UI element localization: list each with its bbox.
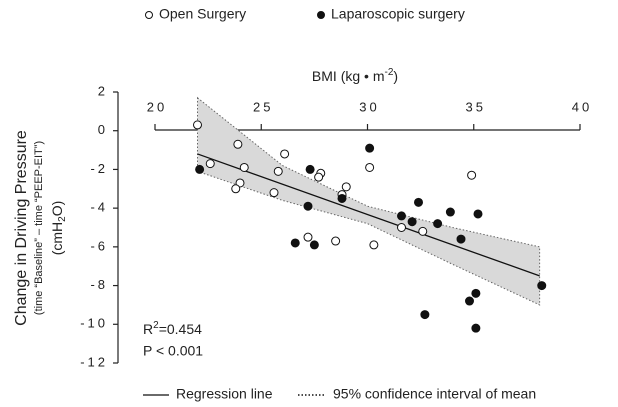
- point: [365, 143, 375, 153]
- p-value: P < 0.001: [143, 343, 203, 359]
- point: [341, 182, 351, 192]
- point: [309, 240, 319, 250]
- point: [418, 226, 428, 236]
- y-tick-label: -12: [80, 354, 108, 369]
- legend-marker: [317, 11, 325, 19]
- r-squared: R2=0.454: [143, 320, 202, 337]
- x-tick-label: 30: [359, 99, 379, 114]
- point: [471, 288, 481, 298]
- point: [397, 223, 406, 232]
- y-tick-label: 0: [98, 122, 108, 137]
- point: [290, 238, 300, 248]
- x-tick-label: 40: [572, 99, 592, 114]
- y-tick-label: -6: [90, 238, 108, 253]
- y-tick-label: -8: [90, 277, 108, 292]
- y-axis-sublabel: (time “Baseline” – time “PEEP-EIT”): [33, 141, 45, 315]
- point: [193, 120, 202, 130]
- point: [365, 162, 375, 172]
- point: [331, 236, 341, 246]
- point: [314, 172, 324, 182]
- y-unit-part: (cmH: [49, 222, 65, 255]
- y-tick-label: -4: [90, 200, 108, 215]
- point: [407, 217, 417, 227]
- point: [305, 164, 315, 174]
- x-axis-label: BMI (kg • m-2): [312, 67, 398, 84]
- point: [337, 193, 347, 203]
- x-label-part: ): [393, 68, 398, 84]
- legend-label: 95% confidence interval of mean: [333, 386, 536, 402]
- point: [195, 164, 205, 174]
- point: [269, 188, 279, 198]
- y-tick-label: -10: [80, 316, 108, 331]
- point: [537, 281, 547, 291]
- legend-label: Laparoscopic surgery: [331, 6, 465, 22]
- point: [233, 139, 243, 149]
- point: [303, 232, 313, 242]
- ann-part: R: [143, 321, 153, 337]
- regression-line: [197, 153, 540, 277]
- point: [303, 201, 313, 211]
- point: [420, 310, 430, 320]
- ann-sup: 2: [153, 320, 159, 331]
- ann-part: =0.454: [159, 321, 202, 337]
- legend-label: Regression line: [176, 386, 273, 402]
- x-label-part: BMI (kg • m: [312, 68, 385, 84]
- y-unit-part: O): [49, 201, 65, 217]
- point: [239, 162, 249, 172]
- confidence-band: [197, 96, 541, 306]
- point: [467, 170, 477, 180]
- point: [471, 323, 481, 333]
- y-axis-label: Change in Driving Pressure: [13, 130, 30, 326]
- point: [397, 211, 406, 221]
- y-tick-label: -2: [90, 161, 108, 176]
- point: [280, 149, 290, 159]
- y-label: Change in Driving Pressure (time “Baseli…: [13, 130, 67, 326]
- y-axis-unit: (cmH2O): [49, 201, 68, 256]
- point: [231, 184, 241, 194]
- legend-label: Open Surgery: [159, 6, 246, 22]
- point: [433, 219, 443, 229]
- x-tick-label: 20: [147, 99, 167, 114]
- point: [456, 234, 466, 244]
- y-tick-label: 2: [98, 83, 108, 98]
- point: [369, 240, 379, 250]
- point: [414, 197, 423, 207]
- point: [205, 159, 215, 169]
- point: [473, 209, 483, 219]
- point: [273, 166, 283, 176]
- x-tick-label: 25: [253, 99, 273, 114]
- x-label-sup: -2: [385, 67, 394, 78]
- point: [445, 207, 455, 217]
- y-unit-sub: 2: [57, 216, 68, 222]
- point: [465, 296, 474, 306]
- legend-marker: [145, 11, 153, 19]
- x-tick-label: 35: [466, 99, 486, 114]
